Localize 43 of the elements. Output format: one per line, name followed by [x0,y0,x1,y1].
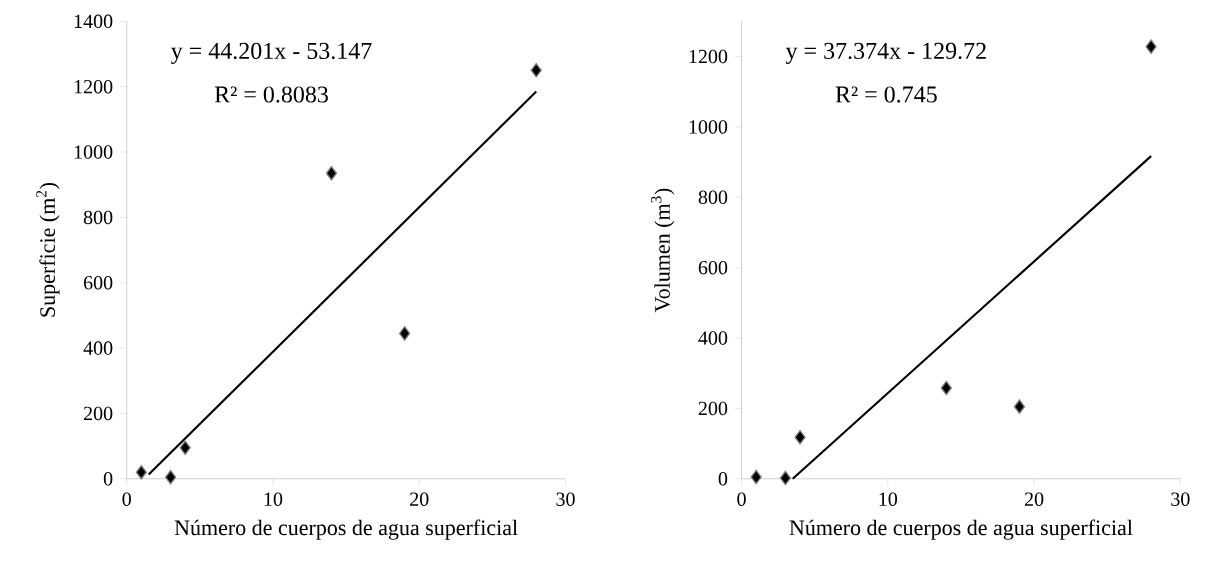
y-tick-label: 600 [698,261,728,275]
x-axis-title: Número de cuerpos de agua superficial [174,519,518,540]
y-tick-label: 800 [698,190,728,205]
y-tick-label: 0 [718,472,728,486]
point [1145,39,1157,55]
point [135,465,148,480]
point [164,469,177,485]
point [940,380,952,396]
point [398,326,411,341]
point [1013,399,1026,415]
annotation: R² = 0.745 [835,86,937,103]
y-axis-title: Volumen (m$^{3}$) [651,188,675,313]
y-tick-label: 400 [83,341,113,355]
x-tick-label: 10 [264,492,283,506]
y-tick-label: 1200 [74,80,113,94]
y-tick-label: 0 [103,472,113,486]
x-axis-title: Número de cuerpos de agua superficial [789,519,1133,540]
y-tick-label: 1000 [74,145,113,159]
y-axis-title: Superficie (m$^{2}$) [36,183,60,317]
point [750,469,762,485]
point [779,470,792,486]
point [179,440,191,456]
x-tick-label: 20 [1024,492,1044,506]
x-tick-label: 30 [556,492,575,506]
x-tick-label: 0 [737,492,746,506]
point [325,166,338,181]
y-tick-label: 200 [83,406,113,421]
y-tick-label: 1400 [74,14,113,29]
y-tick-label: 600 [83,276,113,290]
x-tick-label: 0 [122,492,131,506]
point [530,63,542,78]
y-tick-label: 400 [698,331,728,345]
x-tick-label: 30 [1171,492,1190,506]
point [794,430,806,445]
annotation: y = 44.201x - 53.147 [171,42,372,65]
annotation: R² = 0.8083 [214,86,328,103]
y-tick-label: 1000 [689,120,728,134]
x-tick-label: 10 [879,492,898,506]
annotation: y = 37.374x - 129.72 [785,42,986,64]
x-tick-label: 20 [410,492,429,506]
y-tick-label: 800 [83,210,113,225]
y-tick-label: 200 [698,401,728,416]
y-tick-label: 1200 [689,49,728,64]
